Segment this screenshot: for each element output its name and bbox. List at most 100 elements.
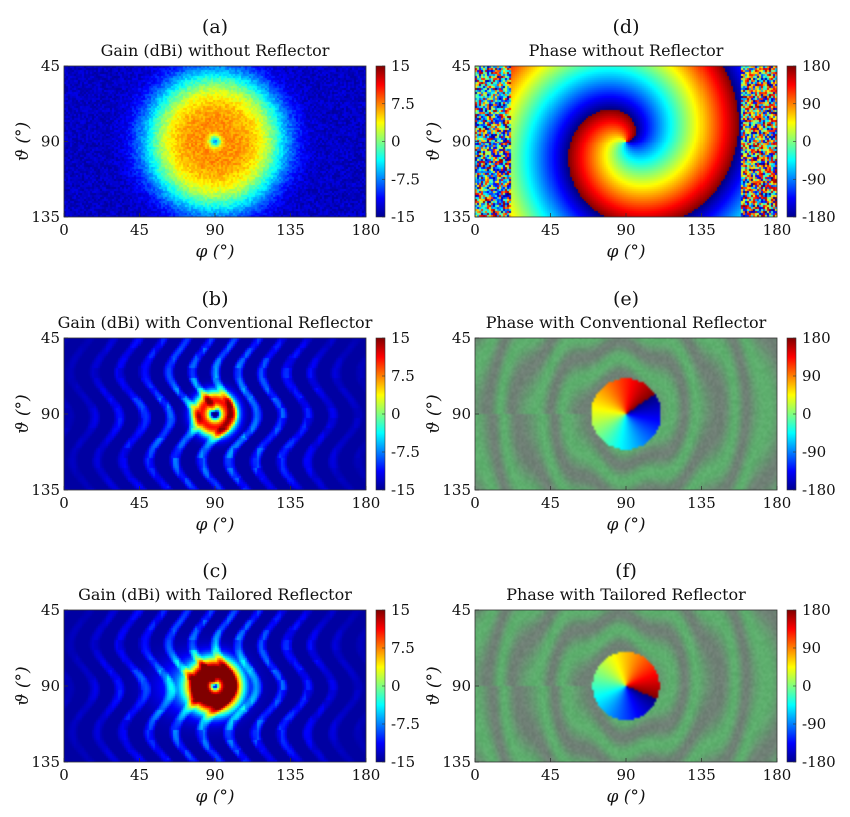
colorbar-tick-label: 0 <box>391 405 401 423</box>
chart-title: Phase with Tailored Reflector <box>506 585 746 604</box>
x-tick-label: 180 <box>352 494 381 512</box>
panel-label: (a) <box>202 16 228 38</box>
colorbar-tick-label: 7.5 <box>391 367 415 385</box>
colorbar-tick-label: 0 <box>802 677 812 695</box>
panel-e: (e) Phase with Conventional Reflector 0 45 9… <box>424 288 836 535</box>
panel-label: (c) <box>202 560 227 582</box>
x-axis-label: φ (°) <box>606 787 645 807</box>
x-tick-label: 180 <box>352 766 381 784</box>
x-tick-label: 45 <box>130 221 149 239</box>
y-axis-label: ϑ (°) <box>424 122 444 161</box>
chart-title: Gain (dBi) with Conventional Reflector <box>58 313 373 332</box>
y-tick-label: 90 <box>41 133 60 151</box>
colorbar-tick-label: 7.5 <box>391 95 415 113</box>
x-tick-label: 90 <box>616 766 635 784</box>
x-tick-label: 0 <box>470 766 480 784</box>
colorbar-tick-label: 180 <box>802 57 831 75</box>
y-tick-label: 135 <box>31 481 60 499</box>
colorbar-tick-label: 180 <box>802 329 831 347</box>
x-tick-label: 135 <box>687 494 716 512</box>
colorbar-tick-label: 15 <box>391 57 410 75</box>
colorbar-tick-label: 0 <box>391 677 401 695</box>
chart-title: Gain (dBi) without Reflector <box>101 41 330 60</box>
colorbar-tick-label: 90 <box>802 95 821 113</box>
colorbar-tick-label: 90 <box>802 639 821 657</box>
heatmap-image <box>475 338 777 490</box>
colorbar-tick-label: -7.5 <box>391 170 420 188</box>
x-tick-label: 180 <box>763 221 792 239</box>
y-axis-label: ϑ (°) <box>13 666 33 705</box>
panel-c: (c) Gain (dBi) with Tailored Reflector 0 45… <box>13 560 420 807</box>
x-tick-label: 45 <box>130 766 149 784</box>
panel-label: (f) <box>615 560 637 582</box>
chart-title: Phase without Reflector <box>529 41 724 60</box>
x-tick-label: 0 <box>59 221 69 239</box>
y-tick-label: 45 <box>41 329 60 347</box>
x-tick-label: 45 <box>541 494 560 512</box>
x-tick-label: 135 <box>276 494 305 512</box>
colorbar-tick-label: -15 <box>391 208 415 226</box>
x-tick-label: 180 <box>763 494 792 512</box>
colorbar-tick-label: 15 <box>391 329 410 347</box>
colorbar-tick-label: -180 <box>802 753 836 771</box>
y-axis-label: ϑ (°) <box>424 666 444 705</box>
x-axis-label: φ (°) <box>195 515 234 535</box>
colorbar-tick-label: -90 <box>802 715 826 733</box>
panel-label: (d) <box>613 16 640 38</box>
chart-title: Gain (dBi) with Tailored Reflector <box>78 585 352 604</box>
x-axis-label: φ (°) <box>195 787 234 807</box>
chart-title: Phase with Conventional Reflector <box>486 313 767 332</box>
colorbar-tick-label: -180 <box>802 481 836 499</box>
y-tick-label: 45 <box>41 601 60 619</box>
colorbar-tick-label: -90 <box>802 443 826 461</box>
x-tick-label: 0 <box>59 494 69 512</box>
x-tick-label: 45 <box>130 494 149 512</box>
x-tick-label: 135 <box>687 221 716 239</box>
x-axis-label: φ (°) <box>606 242 645 262</box>
x-tick-label: 135 <box>276 766 305 784</box>
heatmap-image <box>64 338 366 490</box>
x-tick-label: 90 <box>205 494 224 512</box>
x-tick-label: 90 <box>616 221 635 239</box>
x-tick-label: 135 <box>276 221 305 239</box>
x-axis-label: φ (°) <box>606 515 645 535</box>
y-tick-label: 45 <box>452 601 471 619</box>
y-tick-label: 45 <box>452 57 471 75</box>
x-tick-label: 90 <box>205 221 224 239</box>
x-tick-label: 180 <box>763 766 792 784</box>
y-tick-label: 135 <box>442 208 471 226</box>
y-axis-label: ϑ (°) <box>424 394 444 433</box>
colorbar-tick-label: -15 <box>391 753 415 771</box>
colorbar-tick-label: 0 <box>802 133 812 151</box>
y-tick-label: 90 <box>452 405 471 423</box>
y-tick-label: 45 <box>41 57 60 75</box>
y-tick-label: 135 <box>442 481 471 499</box>
x-tick-label: 0 <box>470 494 480 512</box>
heatmap-image <box>475 66 777 217</box>
heatmap-image <box>64 66 366 217</box>
y-tick-label: 135 <box>31 208 60 226</box>
y-axis-label: ϑ (°) <box>13 394 33 433</box>
colorbar-tick-label: 15 <box>391 601 410 619</box>
y-tick-label: 90 <box>41 677 60 695</box>
colorbar-tick-label: -15 <box>391 481 415 499</box>
heatmap-image <box>475 610 777 762</box>
y-tick-label: 45 <box>452 329 471 347</box>
panel-label: (e) <box>613 288 639 310</box>
panel-f: (f) Phase with Tailored Reflector 0 45 90 135… <box>424 560 836 807</box>
y-tick-label: 90 <box>452 133 471 151</box>
y-tick-label: 135 <box>31 753 60 771</box>
x-tick-label: 135 <box>687 766 716 784</box>
y-tick-label: 90 <box>452 677 471 695</box>
colorbar-tick-label: 7.5 <box>391 639 415 657</box>
colorbar-tick-label: 90 <box>802 367 821 385</box>
panel-label: (b) <box>202 288 229 310</box>
panel-a: (a) Gain (dBi) without Reflector 0 45 90 135 1… <box>13 16 420 262</box>
x-tick-label: 45 <box>541 221 560 239</box>
x-tick-label: 90 <box>616 494 635 512</box>
x-tick-label: 180 <box>352 221 381 239</box>
panel-d: (d) Phase without Reflector 0 45 90 135 180 45 9… <box>424 16 836 262</box>
y-tick-label: 135 <box>442 753 471 771</box>
x-axis-label: φ (°) <box>195 242 234 262</box>
